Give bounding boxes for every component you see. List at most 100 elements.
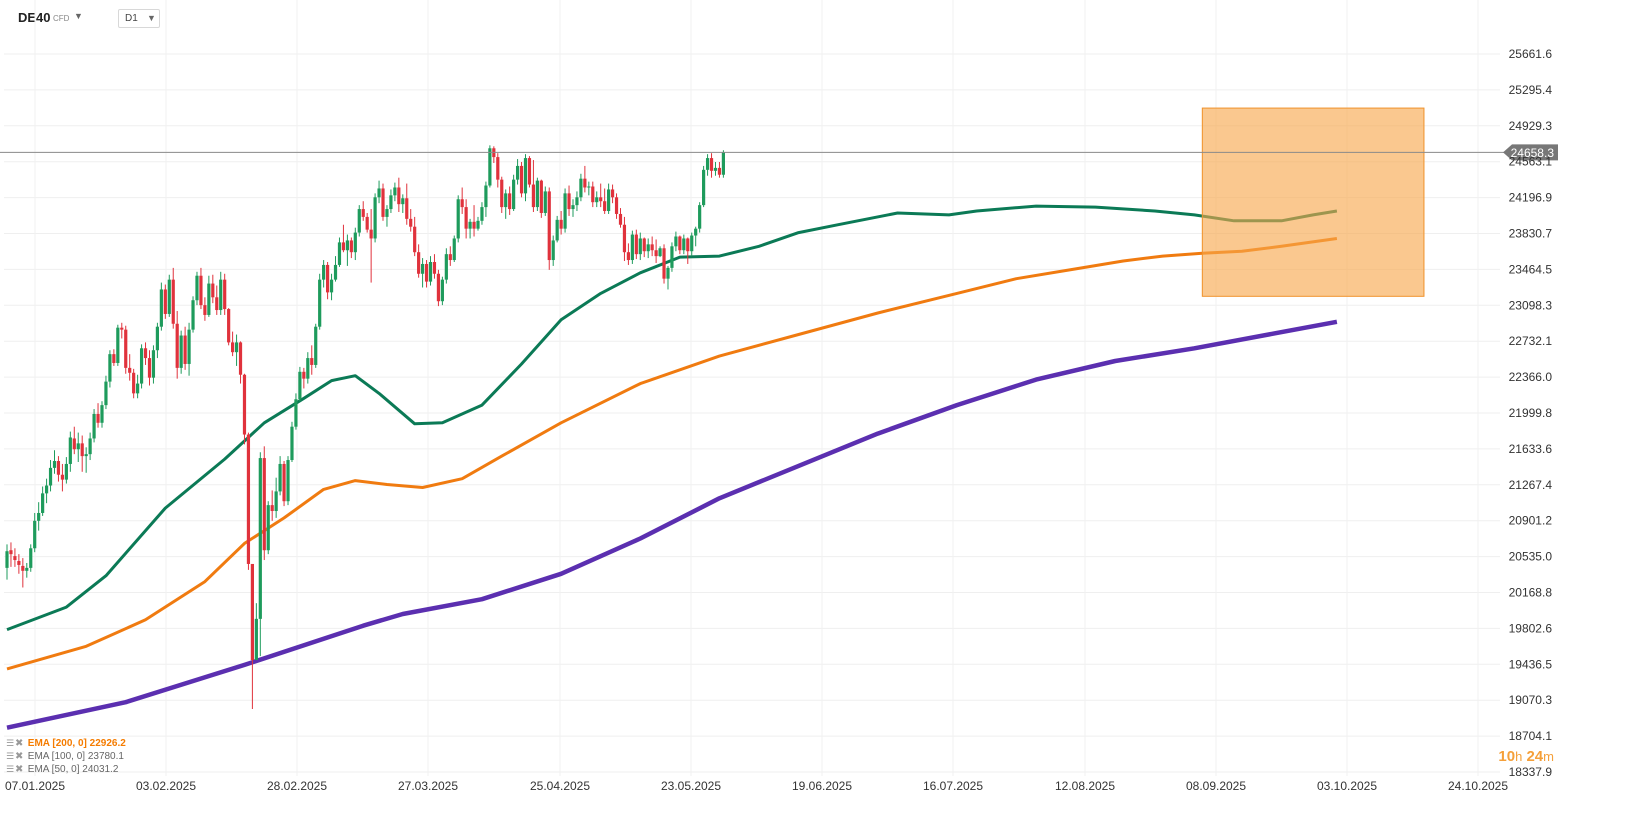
candle-body (203, 305, 207, 315)
candle-body (682, 238, 686, 251)
candle (444, 248, 448, 284)
candle (29, 544, 33, 572)
candle (171, 267, 175, 329)
candle (266, 501, 270, 555)
candle-body (246, 434, 251, 564)
y-tick-label: 24196.9 (1509, 191, 1553, 205)
candle-body (139, 348, 144, 384)
candle (551, 235, 555, 266)
candle-body (563, 193, 567, 229)
candle-body (559, 219, 563, 229)
candle-body (52, 461, 57, 468)
candle-body (504, 193, 508, 208)
candle-body (417, 252, 421, 274)
candle-body (595, 197, 599, 203)
candle (658, 246, 662, 258)
candle-body (472, 221, 476, 229)
candle-body (567, 193, 571, 210)
candle (310, 345, 314, 375)
candle (108, 350, 112, 388)
timeframe-select[interactable]: D1 ▼ (118, 9, 160, 28)
candle-body (254, 618, 258, 661)
legend-item-ema50[interactable]: ☰✖ EMA [50, 0] 24031.2 (6, 764, 118, 775)
candle (717, 161, 722, 178)
remove-icon[interactable]: ✖ (15, 738, 24, 749)
candle-body (436, 273, 441, 302)
candle (587, 181, 591, 196)
settings-icon[interactable]: ☰ (6, 751, 15, 761)
last-price-tag (1503, 144, 1558, 161)
x-tick-label: 25.04.2025 (530, 779, 590, 793)
y-tick-label: 21267.4 (1509, 478, 1553, 492)
candle (262, 446, 266, 561)
candle-body (112, 354, 116, 363)
candle (349, 237, 353, 259)
candle-body (104, 381, 108, 406)
candle-body (171, 279, 175, 324)
y-tick-label: 22732.1 (1509, 334, 1553, 348)
remove-icon[interactable]: ✖ (15, 764, 24, 775)
countdown-minutes-unit: m (1543, 749, 1554, 764)
candle (223, 273, 227, 315)
symbol-name[interactable]: DE40 (18, 10, 51, 25)
candle (397, 177, 401, 212)
candle-body (523, 158, 528, 194)
candle-body (500, 179, 504, 208)
candle (195, 271, 199, 306)
candle (203, 297, 207, 321)
remove-icon[interactable]: ✖ (15, 751, 24, 762)
candle-body (674, 236, 678, 247)
candle (709, 153, 714, 178)
candle (72, 426, 76, 455)
candle (155, 322, 160, 359)
candle-body (120, 327, 124, 330)
candle (136, 374, 140, 399)
candle (167, 274, 171, 317)
candle-body (460, 199, 464, 208)
candle (424, 260, 429, 288)
symbol-dropdown-icon[interactable]: ▼ (74, 11, 83, 21)
candle-body (191, 300, 195, 330)
candle-body (349, 240, 353, 253)
y-tick-label: 25295.4 (1509, 83, 1553, 97)
candle (231, 331, 235, 357)
candle (270, 490, 274, 521)
candle (56, 456, 61, 482)
candle (187, 322, 191, 376)
candle (452, 235, 456, 262)
candle (713, 161, 718, 176)
candle-body (361, 209, 365, 217)
candle (76, 432, 80, 462)
settings-icon[interactable]: ☰ (6, 764, 15, 774)
candle (353, 227, 357, 261)
candle-body (227, 309, 231, 343)
candle (630, 230, 634, 264)
candle-body (333, 264, 338, 280)
candle-body (551, 240, 555, 261)
y-tick-label: 20168.8 (1509, 586, 1553, 600)
candle-body (136, 383, 140, 394)
x-tick-label: 28.02.2025 (267, 779, 327, 793)
candle-body (424, 263, 429, 282)
candle (191, 296, 195, 333)
symbol-type: CFD (53, 14, 70, 23)
countdown-hours-unit: h (1515, 749, 1523, 764)
candle (686, 237, 690, 264)
candle-body (9, 550, 13, 555)
candle (333, 256, 338, 282)
y-tick-label: 25661.6 (1509, 47, 1553, 61)
candle (163, 284, 167, 319)
legend-item-ema100[interactable]: ☰✖ EMA [100, 0] 23780.1 (6, 751, 124, 762)
candle (428, 256, 433, 286)
candle-body (638, 238, 642, 255)
y-tick-label: 23830.7 (1509, 226, 1553, 240)
candle (519, 161, 524, 198)
legend-item-ema200[interactable]: ☰✖ EMA [200, 0] 22926.2 (6, 738, 126, 749)
candle (96, 403, 100, 428)
candle (120, 322, 124, 339)
settings-icon[interactable]: ☰ (6, 738, 15, 748)
candle (322, 260, 326, 288)
y-tick-label: 18704.1 (1509, 729, 1553, 743)
candle-body (694, 228, 698, 236)
